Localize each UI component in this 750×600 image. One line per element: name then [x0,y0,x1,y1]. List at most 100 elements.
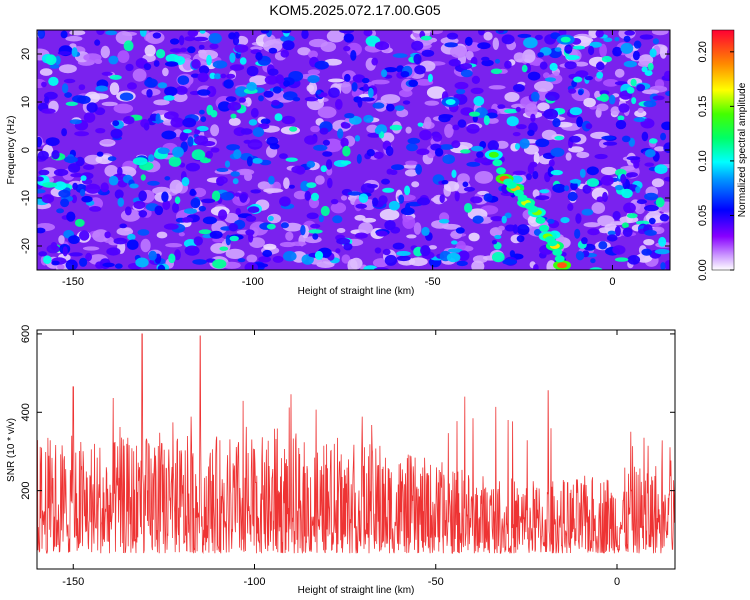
heatmap-cell [411,181,420,188]
colorbar-label: Normalized spectral amplitude [737,82,748,217]
heatmap-cell [51,260,60,266]
heatmap-cell [553,71,560,76]
heatmap-cell [624,30,636,36]
heatmap-cell [533,228,542,236]
heatmap-cell [193,36,209,42]
heatmap-cell [198,44,205,50]
heatmap-cell [248,233,254,243]
x-tick-label: 0 [614,576,620,588]
heatmap-cell [209,43,219,50]
heatmap-cell [630,78,637,87]
heatmap-cell [127,233,136,241]
heatmap-cell [235,86,249,97]
heatmap-cell [163,95,175,101]
heatmap-cell [191,149,206,161]
heatmap-cell [100,45,111,59]
heatmap-cell [260,118,271,125]
heatmap-cell [413,53,422,65]
heatmap-cell [483,193,493,202]
heatmap-cell [281,115,296,125]
heatmap-cell [579,168,586,178]
heatmap-cell [631,97,637,105]
colorbar: 0.00 0.05 0.10 0.15 0.20 Normalized spectral… [697,29,748,281]
heatmap-cell [83,164,95,170]
heatmap-cell [57,264,65,270]
heatmap-cell [140,238,151,253]
x-tick-label: 0 [609,276,615,288]
heatmap-cell [396,251,411,256]
heatmap-cell [554,135,564,141]
heatmap-cell [37,189,46,194]
heatmap-cell [330,202,347,214]
heatmap-cell [420,35,432,41]
heatmap-cell [604,223,618,232]
heatmap-cell [439,194,445,204]
heatmap-cell [451,140,461,149]
heatmap-cell [515,106,521,113]
heatmap-cell [66,211,76,222]
heatmap-cell [96,151,104,157]
heatmap-cell [308,50,318,59]
heatmap-cell [246,65,259,77]
heatmap-cell [355,203,368,209]
heatmap-cells [37,30,670,270]
heatmap-cell [355,232,368,239]
x-tick-label: -100 [243,576,265,588]
heatmap-cell [501,34,515,45]
heatmap-cell [308,229,323,234]
heatmap-cell [189,188,196,196]
heatmap-cell [426,86,446,99]
heatmap-cell [516,235,525,243]
heatmap-cell [346,42,362,57]
heatmap-cell [590,258,596,264]
heatmap-cell [49,64,60,69]
heatmap-cell [376,230,388,237]
heatmap-cell [314,250,324,260]
heatmap-cell [135,257,149,268]
heatmap-cell [600,175,615,186]
heatmap-cell [565,55,580,60]
heatmap-cell [557,262,568,269]
heatmap-cell [457,119,467,128]
heatmap-cell [512,132,521,137]
heatmap-cell [100,182,109,193]
heatmap-cell [389,169,398,175]
heatmap-cell [181,217,193,223]
heatmap-cell [165,61,179,67]
heatmap-cell [494,58,501,64]
heatmap-cell [76,95,91,105]
heatmap-cell [550,147,565,157]
heatmap-cell [610,106,620,116]
heatmap-cell [41,194,55,204]
heatmap-cell [547,239,558,247]
heatmap-cell [636,84,646,92]
heatmap-cell [354,214,366,221]
heatmap-cell [405,202,411,214]
heatmap-cell [419,129,432,141]
heatmap-cell [391,164,405,171]
heatmap-cell [614,68,625,78]
y-tick-label: 10 [20,96,32,108]
heatmap-cell [268,175,275,185]
heatmap-cell [179,132,188,142]
heatmap-cell [38,169,50,176]
heatmap-cell [361,77,370,84]
heatmap-cell [180,47,188,53]
heatmap-cell [456,240,466,251]
snr-x-axis: -150 -100 -50 0 [62,330,620,588]
heatmap-cell [143,63,152,71]
heatmap-cell [307,75,320,84]
heatmap-x-axis: -150 -100 -50 0 [62,30,616,288]
heatmap-cell [621,135,631,143]
heatmap-cell [307,69,320,75]
heatmap-cell [413,222,422,235]
colorbar-gradient [711,29,735,271]
heatmap-cell [644,192,659,201]
heatmap-cell [104,165,119,177]
heatmap-cell [373,151,384,159]
heatmap-cell [456,88,466,95]
heatmap-cell [255,52,263,61]
heatmap-cell [94,39,101,46]
heatmap-cell [626,156,641,161]
